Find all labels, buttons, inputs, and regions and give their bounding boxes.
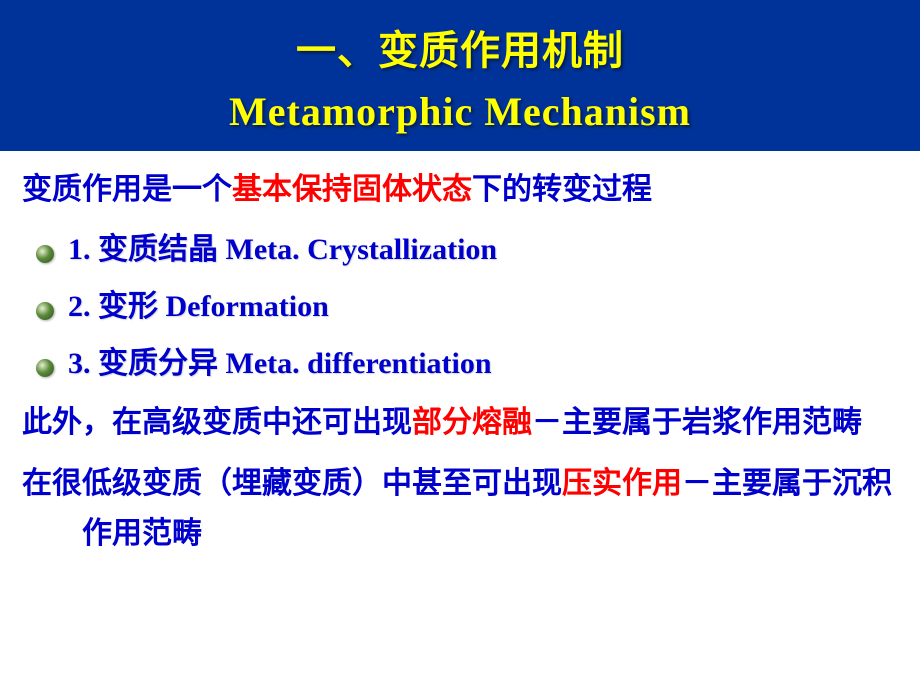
title-chinese: 一、变质作用机制 xyxy=(0,18,920,76)
note1-post: －主要属于岩浆作用范畴 xyxy=(532,406,862,439)
title-english: Metamorphic Mechanism xyxy=(0,88,920,135)
bullet-text: 1. 变质结晶 Meta. Crystallization xyxy=(68,227,497,272)
bullet-item: 3. 变质分异 Meta. differentiation xyxy=(22,341,898,386)
note1-pre: 此外，在高级变质中还可出现 xyxy=(22,406,412,439)
note-line-2: 在很低级变质（埋藏变质）中甚至可出现压实作用－主要属于沉积作用范畴 xyxy=(22,459,898,558)
slide-content: 变质作用是一个基本保持固体状态下的转变过程 1. 变质结晶 Meta. Crys… xyxy=(0,151,920,558)
bullet-text: 3. 变质分异 Meta. differentiation xyxy=(68,341,492,386)
sphere-bullet-icon xyxy=(36,359,54,377)
intro-post: 下的转变过程 xyxy=(472,173,652,206)
note1-highlight: 部分熔融 xyxy=(412,406,532,439)
bullet-item: 2. 变形 Deformation xyxy=(22,284,898,329)
note2-pre: 在很低级变质（埋藏变质）中甚至可出现 xyxy=(22,467,562,500)
bullet-text: 2. 变形 Deformation xyxy=(68,284,329,329)
intro-line: 变质作用是一个基本保持固体状态下的转变过程 xyxy=(22,165,898,215)
note-line-1: 此外，在高级变质中还可出现部分熔融－主要属于岩浆作用范畴 xyxy=(22,398,898,448)
note2-highlight: 压实作用 xyxy=(562,467,682,500)
sphere-bullet-icon xyxy=(36,245,54,263)
sphere-bullet-icon xyxy=(36,302,54,320)
intro-pre: 变质作用是一个 xyxy=(22,173,232,206)
slide-header: 一、变质作用机制 Metamorphic Mechanism xyxy=(0,0,920,151)
bullet-item: 1. 变质结晶 Meta. Crystallization xyxy=(22,227,898,272)
intro-highlight: 基本保持固体状态 xyxy=(232,173,472,206)
